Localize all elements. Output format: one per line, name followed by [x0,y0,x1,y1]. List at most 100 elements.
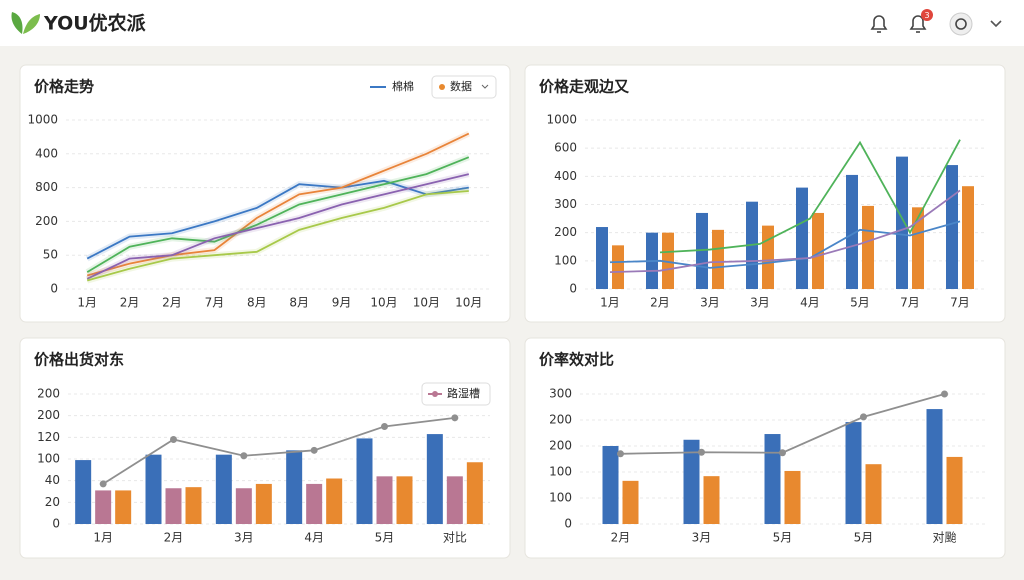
y-tick-label: 100 [37,452,60,466]
line [86,132,470,277]
bar [396,476,413,524]
card [524,64,1006,323]
line-point [381,423,388,430]
y-tick-label: 600 [554,141,577,155]
y-tick-label: 100 [549,491,572,505]
bar [946,456,963,524]
line [86,156,470,273]
y-tick-label: 800 [35,180,58,194]
y-tick-label: 200 [554,225,577,239]
x-tick-label: 10月 [455,296,482,310]
bar [622,480,639,524]
bar [683,439,700,524]
x-tick-label: 3月 [692,531,712,545]
dropdown-box [431,75,497,99]
y-tick-label: 200 [549,439,572,453]
x-tick-label: 5月 [375,531,395,545]
dropdown-dot [439,84,445,90]
chart-title: 价率效对比 [539,351,614,369]
bar [165,488,182,524]
x-tick-label: 7月 [950,296,970,310]
legend-label: 棉棉 [392,79,414,93]
bar [712,229,724,289]
x-tick-label: 5月 [854,531,874,545]
bar [326,478,343,524]
x-tick-label: 1月 [93,531,113,545]
line [102,416,455,485]
bar [446,476,463,524]
x-tick-label: 10月 [370,296,397,310]
bar [235,488,252,524]
line [659,139,961,254]
bar [862,205,874,289]
bar [846,174,858,289]
x-tick-label: 2月 [162,296,182,310]
x-tick-label: 对比 [443,531,467,545]
y-tick-label: 300 [554,197,577,211]
line-point [779,449,786,457]
bar [696,212,708,289]
y-tick-label: 0 [564,517,572,531]
bar [946,165,958,289]
bar [306,483,323,524]
line-point [310,446,318,454]
chart-title: 价格走观边又 [539,78,630,96]
bar [596,227,608,289]
bar [962,186,974,289]
y-tick-label: 50 [43,248,58,262]
y-tick-label: 100 [549,465,572,479]
badge-count: 3 [924,11,929,20]
bar [865,464,882,524]
y-tick-label: 0 [569,282,577,296]
x-tick-label: 2月 [650,296,670,310]
notification-button[interactable] [870,15,888,33]
bar [602,446,619,524]
y-tick-label: 200 [37,408,60,422]
bar [612,245,624,289]
y-tick-label: 300 [549,387,572,401]
legend-dropdown[interactable]: 数据 [431,75,497,99]
line [609,189,961,273]
bar [796,187,808,289]
menu-chevron[interactable] [990,20,1002,28]
bar [845,422,862,524]
chart-title: 价格出货对东 [34,351,124,369]
line [86,179,469,260]
y-tick-label: 400 [554,169,577,183]
x-tick-label: 7月 [900,296,920,310]
y-tick-label: 0 [50,282,58,296]
line-point [698,448,705,456]
y-tick-label: 40 [45,473,60,487]
bar [912,207,924,289]
bar [185,487,202,524]
x-tick-label: 9月 [332,296,352,310]
bar [215,454,232,524]
x-tick-label: 4月 [304,531,324,545]
x-tick-label: 2月 [611,531,631,545]
logo-icon [11,12,40,34]
y-tick-label: 100 [554,253,577,267]
y-tick-label: 200 [35,214,58,228]
y-tick-label: 200 [37,387,60,401]
y-tick-label: 1000 [27,113,58,127]
y-tick-label: 0 [52,517,60,531]
alert-button[interactable] [909,15,927,33]
dropdown-label: 数据 [450,79,472,93]
bar [356,438,373,524]
x-tick-label: 3月 [700,296,720,310]
y-tick-label: 20 [45,495,60,509]
x-tick-label: 2月 [120,296,140,310]
y-tick-label: 200 [549,413,572,427]
legend-dot [432,391,438,397]
bar [926,409,943,524]
x-tick-label: 7月 [205,296,225,310]
bar [762,225,774,289]
settings-button[interactable] [949,12,973,36]
x-tick-label: 4月 [800,296,820,310]
bar [426,434,443,524]
x-tick-label: 3月 [234,531,254,545]
x-tick-label: 5月 [773,531,793,545]
bar [703,476,720,524]
x-tick-label: 10月 [413,296,440,310]
legend-box [421,382,491,406]
